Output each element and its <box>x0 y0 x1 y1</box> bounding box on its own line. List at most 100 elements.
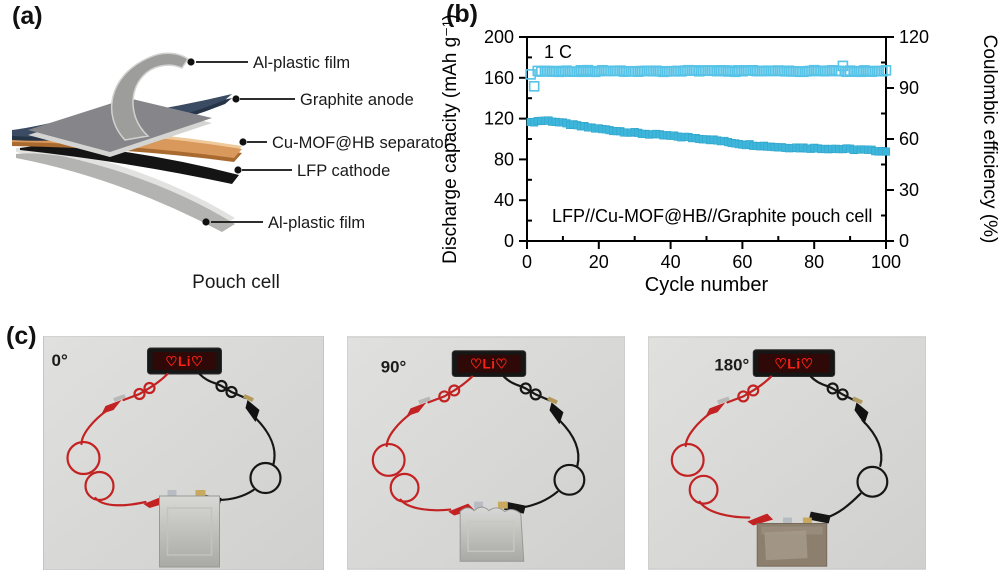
efficiency-marker <box>571 66 583 78</box>
led-display: ♡Li♡ <box>752 349 836 378</box>
red-wire <box>66 372 169 507</box>
black-alligator-clip <box>854 402 869 425</box>
red-alligator-clip <box>705 402 726 417</box>
wire-junction-right <box>243 394 254 402</box>
angle-label: 0° <box>52 351 68 370</box>
efficiency-marker <box>690 65 702 76</box>
y-right-tick-label: 90 <box>899 78 919 98</box>
efficiency-marker <box>747 64 759 76</box>
y-left-tick-label: 0 <box>504 231 514 251</box>
angle-label: 180° <box>714 356 749 375</box>
led-screen <box>457 354 521 373</box>
layer-label-separator: Cu-MOF@HB separator <box>272 134 450 152</box>
pouch-schematic: Al-plastic film Graphite anode Cu-MOF@HB… <box>12 52 450 293</box>
layer-label-al-plastic-top: Al-plastic film <box>253 54 350 72</box>
cycling-performance-chart: 0 20 40 60 80 100040801201602000306090120Disc… <box>440 14 1000 296</box>
wire-junction-left <box>113 394 126 402</box>
bend-photo-90deg: 90° ♡Li♡ <box>347 336 625 570</box>
efficiency-marker <box>575 65 587 76</box>
efficiency-marker <box>722 66 734 77</box>
red-wire <box>670 375 773 519</box>
layer-lfp-cathode <box>20 144 239 184</box>
layer-label-graphite-anode: Graphite anode <box>300 91 414 109</box>
efficiency-marker <box>880 65 892 76</box>
black-wire <box>809 375 889 519</box>
pouch-cell-caption: Pouch cell <box>192 272 280 293</box>
led-text: ♡Li♡ <box>470 357 508 372</box>
x-tick-label: 20 <box>589 252 609 272</box>
efficiency-marker <box>561 65 572 76</box>
pouch-cell <box>159 490 220 568</box>
black-alligator-clip <box>549 402 564 425</box>
efficiency-marker <box>726 65 737 76</box>
pouch-emboss <box>467 520 515 553</box>
led-screen <box>758 353 830 373</box>
y-left-axis-title: Discharge capacity (mAh g⁻¹) <box>440 14 461 264</box>
red-alligator-clip-pouch <box>448 503 475 516</box>
panel-c-label: (c) <box>6 322 37 350</box>
efficiency-marker <box>615 65 626 76</box>
y-right-tick-label: 30 <box>899 180 919 200</box>
angle-label: 90° <box>381 358 407 377</box>
discharge-capacity-series <box>526 116 891 156</box>
pouch-tab-left <box>783 517 792 525</box>
pouch-tab-right <box>802 517 812 525</box>
led-text: ♡Li♡ <box>774 356 813 372</box>
red-alligator-clip <box>101 400 122 414</box>
pouch-emboss <box>764 530 808 561</box>
y-right-tick-label: 60 <box>899 129 919 149</box>
pouch-cell <box>459 501 525 562</box>
efficiency-marker <box>808 64 820 76</box>
led-display: ♡Li♡ <box>451 350 527 378</box>
panel-b-label: (b) <box>446 0 478 28</box>
layer-al-plastic-top-curl <box>110 52 190 141</box>
wire-junction-right <box>852 396 863 405</box>
black-alligator-clip <box>245 400 260 422</box>
efficiency-marker <box>528 81 540 92</box>
efficiency-marker <box>826 64 838 76</box>
axis-ticks <box>519 36 894 249</box>
efficiency-marker <box>711 65 723 77</box>
capacity-marker <box>881 147 891 156</box>
layer-label-al-plastic-bottom: Al-plastic film <box>268 214 365 232</box>
efficiency-marker <box>841 66 852 78</box>
efficiency-marker <box>593 65 605 77</box>
y-right-tick-label: 120 <box>899 27 929 47</box>
leader-dots <box>187 58 247 226</box>
y-left-tick-label: 80 <box>494 149 514 169</box>
x-tick-label: 40 <box>661 252 681 272</box>
efficiency-marker <box>737 65 748 77</box>
pouch-tab-left <box>167 490 177 497</box>
bend-photo-0deg: 0° ♡Li♡ <box>43 336 324 570</box>
wire-junction-left <box>717 396 730 405</box>
panel-a-label: (a) <box>12 2 43 30</box>
y-left-tick-label: 200 <box>484 27 514 47</box>
efficiency-marker <box>877 65 888 77</box>
wire-junction-left <box>418 396 431 405</box>
led-text: ♡Li♡ <box>165 354 203 369</box>
pouch-tab-left <box>474 501 484 509</box>
rate-annotation: 1 C <box>544 42 572 62</box>
pouch-emboss <box>166 507 213 556</box>
efficiency-marker <box>694 65 705 77</box>
x-tick-label: 100 <box>871 252 901 272</box>
efficiency-marker <box>579 66 590 78</box>
x-tick-label: 0 <box>522 252 532 272</box>
black-alligator-clip-pouch <box>808 511 831 524</box>
y-left-tick-label: 40 <box>494 190 514 210</box>
x-tick-label: 60 <box>732 252 752 272</box>
efficiency-marker <box>733 65 745 76</box>
layer-al-plastic-bottom <box>16 153 235 232</box>
led-screen <box>152 352 217 370</box>
efficiency-marker <box>859 65 870 76</box>
pouch-tab-right <box>195 490 206 497</box>
layer-label-lfp-cathode: LFP cathode <box>297 162 390 180</box>
efficiency-marker <box>582 64 594 76</box>
cell-annotation: LFP//Cu-MOF@HB//Graphite pouch cell <box>552 206 872 226</box>
coulombic-efficiency-series <box>525 60 892 92</box>
wire-junction-right <box>547 396 558 405</box>
bend-photo-180deg: 180° ♡Li♡ <box>648 336 926 570</box>
x-axis-title: Cycle number <box>645 274 769 296</box>
y-left-tick-label: 160 <box>484 68 514 88</box>
